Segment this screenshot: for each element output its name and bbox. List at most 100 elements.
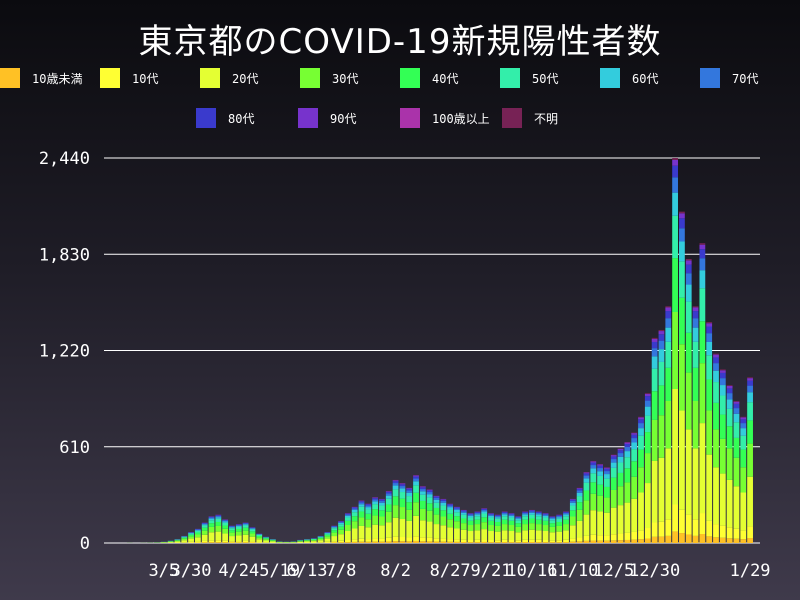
bar-segment bbox=[413, 475, 419, 477]
bar-segment bbox=[249, 528, 256, 530]
legend-item: 100歳以上 bbox=[400, 108, 502, 128]
bar-segment bbox=[324, 536, 331, 539]
bar-segment bbox=[426, 541, 433, 543]
bar-segment bbox=[194, 541, 201, 543]
bar-segment bbox=[549, 542, 556, 543]
bar-segment bbox=[692, 311, 699, 319]
bar-segment bbox=[679, 344, 685, 411]
bar-segment bbox=[201, 534, 208, 541]
bar-segment bbox=[454, 528, 460, 540]
bar-segment bbox=[685, 372, 692, 430]
bar-segment bbox=[733, 403, 740, 409]
bar-segment bbox=[399, 492, 406, 499]
bar-segment bbox=[692, 519, 699, 536]
bar-segment bbox=[706, 355, 713, 380]
bar-segment bbox=[256, 534, 263, 536]
bar-segment bbox=[440, 538, 447, 542]
bar-segment bbox=[597, 465, 603, 469]
bar-segment bbox=[167, 542, 174, 543]
bar-segment bbox=[651, 338, 658, 342]
bar-segment bbox=[726, 388, 733, 394]
x-tick-label: 4/24 bbox=[218, 561, 259, 581]
bar-segment bbox=[740, 492, 747, 531]
bar-segment bbox=[310, 540, 317, 542]
bar-segment bbox=[658, 361, 665, 386]
bar-segment bbox=[447, 527, 454, 540]
bar-segment bbox=[529, 510, 535, 512]
bar-segment bbox=[392, 481, 399, 484]
bar-segment bbox=[242, 527, 249, 531]
bar-segment bbox=[672, 258, 678, 312]
bar-segment bbox=[215, 515, 222, 517]
bar-segment bbox=[488, 513, 494, 515]
bar-segment bbox=[692, 341, 699, 368]
bar-segment bbox=[542, 520, 549, 526]
bar-segment bbox=[351, 512, 358, 517]
bar-segment bbox=[604, 486, 610, 498]
bar-segment bbox=[379, 541, 385, 543]
bar-segment bbox=[351, 508, 358, 510]
bar-segment bbox=[631, 461, 638, 477]
bar-segment bbox=[447, 503, 454, 505]
bar-segment bbox=[617, 456, 624, 463]
bar-segment bbox=[569, 499, 576, 500]
bar-segment bbox=[331, 526, 338, 528]
bar-segment bbox=[610, 489, 617, 508]
bar-segment bbox=[358, 506, 365, 512]
bar-segment bbox=[597, 535, 603, 541]
bar-segment bbox=[747, 377, 753, 379]
bar-segment bbox=[399, 484, 406, 487]
bar-segment bbox=[556, 521, 563, 526]
bar-segment bbox=[699, 270, 706, 289]
bar-segment bbox=[556, 517, 563, 519]
bar-segment bbox=[556, 540, 563, 543]
bar-segment bbox=[522, 542, 529, 543]
bar-segment bbox=[604, 512, 610, 536]
bar-segment bbox=[706, 333, 713, 342]
bar-segment bbox=[747, 380, 753, 386]
bar-segment bbox=[713, 363, 719, 371]
bar-segment bbox=[719, 525, 726, 538]
bar-segment bbox=[344, 531, 351, 541]
bar-segment bbox=[481, 522, 488, 530]
bar-segment bbox=[426, 510, 433, 522]
bar-segment bbox=[433, 499, 440, 503]
bar-segment bbox=[467, 514, 474, 516]
legend-item: 60代 bbox=[600, 68, 700, 88]
bar-segment bbox=[494, 515, 501, 517]
bar-segment bbox=[624, 442, 631, 443]
bar-segment bbox=[515, 540, 522, 543]
bar-segment bbox=[440, 505, 447, 511]
bar-segment bbox=[454, 521, 460, 529]
bar-segment bbox=[733, 422, 740, 438]
bar-segment bbox=[406, 488, 413, 489]
bar-segment bbox=[392, 517, 399, 537]
bar-segment bbox=[685, 284, 692, 302]
bar-segment bbox=[535, 512, 542, 514]
bar-segment bbox=[501, 539, 508, 543]
bar-segment bbox=[494, 531, 501, 541]
bar-segment bbox=[440, 499, 447, 500]
bar-segment bbox=[201, 542, 208, 543]
bar-segment bbox=[583, 472, 590, 474]
bar-segment bbox=[563, 542, 569, 543]
bar-segment bbox=[583, 490, 590, 501]
bar-segment bbox=[610, 459, 617, 463]
bar-segment bbox=[563, 512, 569, 514]
bar-segment bbox=[501, 512, 508, 514]
bar-segment bbox=[235, 528, 242, 532]
bar-segment bbox=[222, 520, 229, 522]
bar-segment bbox=[208, 523, 215, 527]
bar-segment bbox=[644, 432, 651, 454]
legend-label: 50代 bbox=[532, 71, 559, 86]
bar-segment bbox=[338, 542, 344, 543]
bar-segment bbox=[310, 538, 317, 540]
bar-segment bbox=[379, 516, 385, 526]
bar-segment bbox=[351, 509, 358, 513]
bar-segment bbox=[344, 540, 351, 543]
bar-segment bbox=[481, 508, 488, 511]
bar-segment bbox=[672, 504, 678, 532]
bar-segment bbox=[563, 539, 569, 543]
bar-segment bbox=[719, 438, 726, 474]
legend-swatch bbox=[298, 108, 318, 128]
